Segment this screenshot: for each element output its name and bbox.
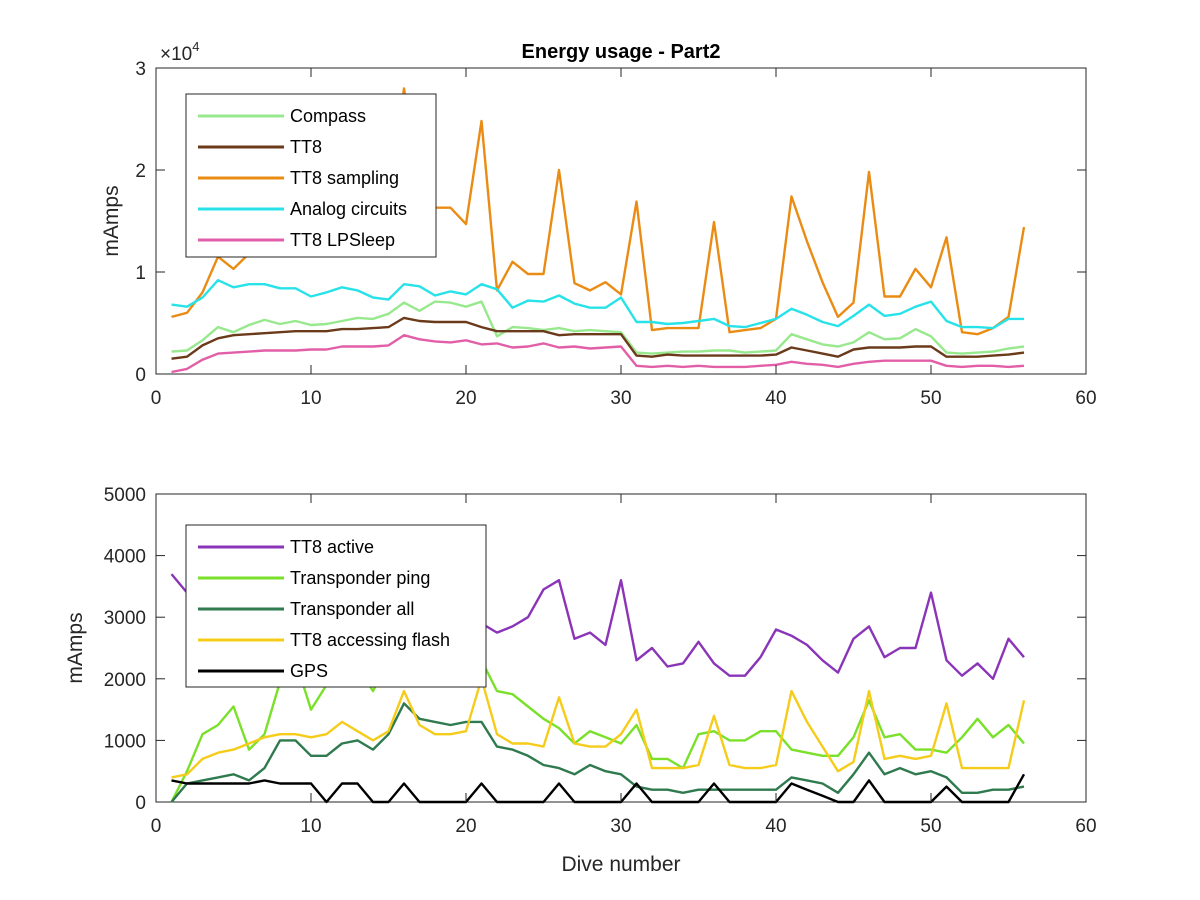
x-tick-label: 20	[455, 388, 476, 409]
y-tick-label: 3	[135, 59, 146, 80]
x-tick-label: 10	[300, 816, 321, 837]
y-tick-label: 2	[135, 161, 146, 182]
x-tick-label: 40	[765, 388, 786, 409]
y-tick-label: 1000	[104, 731, 146, 752]
legend-label-transponder-ping: Transponder ping	[290, 568, 430, 588]
x-tick-label: 30	[610, 816, 631, 837]
legend-items-top: Compass TT8 TT8 sampling Analog circuits TT8…	[198, 106, 407, 250]
x-tick-label: 0	[151, 816, 162, 837]
y-tick-label: 4000	[104, 547, 146, 568]
series-line-tt8-accessing-flash	[171, 677, 1026, 779]
y-exponent-power: 4	[192, 39, 199, 54]
legend-label-tt8-lpsleep: TT8 LPSleep	[290, 230, 395, 250]
series-line-tt8-lpsleep	[171, 334, 1025, 374]
energy-chart-bottom: 0 10 20 30 40 50 60 0 1000 2000 3000 4000 5000 Dive…	[64, 485, 1097, 876]
x-axis-label-bottom: Dive number	[561, 853, 680, 876]
legend-label-tt8-sampling: TT8 sampling	[290, 168, 399, 188]
x-tick-label: 40	[765, 816, 786, 837]
y-exponent-base: ×10	[160, 44, 192, 65]
y-ticks-top: 0 1 2 3	[135, 59, 1086, 386]
x-tick-label: 20	[455, 816, 476, 837]
legend-label-analog-circuits: Analog circuits	[290, 199, 407, 219]
x-tick-label: 10	[300, 388, 321, 409]
y-ticks-bottom: 0 1000 2000 3000 4000 5000	[104, 485, 1086, 814]
x-tick-label: 60	[1075, 816, 1096, 837]
chart-title: Energy usage - Part2	[522, 41, 721, 63]
x-ticks-top: 0 10 20 30 40 50 60	[151, 68, 1097, 409]
x-tick-label: 30	[610, 388, 631, 409]
legend-label-tt8-accessing-flash: TT8 accessing flash	[290, 630, 450, 650]
legend-box-top	[185, 93, 437, 258]
y-tick-label: 0	[135, 793, 146, 814]
legend-items-bottom: TT8 active Transponder ping Transponder al…	[198, 537, 450, 681]
y-tick-label: 5000	[104, 485, 146, 506]
legend-box-bottom	[185, 524, 487, 688]
legend-bottom: TT8 active Transponder ping Transponder al…	[185, 524, 487, 688]
series-line-compass	[171, 300, 1025, 355]
x-tick-label: 50	[920, 388, 941, 409]
x-ticks-bottom: 0 10 20 30 40 50 60	[151, 494, 1097, 837]
x-tick-label: 60	[1075, 388, 1096, 409]
y-axis-label-bottom: mAmps	[64, 612, 87, 683]
legend-label-transponder-all: Transponder all	[290, 599, 414, 619]
x-tick-label: 0	[151, 388, 162, 409]
legend-label-tt8: TT8	[290, 137, 322, 157]
legend-top: Compass TT8 TT8 sampling Analog circuits TT8…	[185, 93, 437, 258]
series-line-tt8	[171, 316, 1025, 360]
series-line-transponder-ping	[170, 653, 1025, 803]
legend-label-gps: GPS	[290, 661, 328, 681]
series-line-transponder-all	[170, 702, 1025, 803]
legend-label-tt8-active: TT8 active	[290, 537, 374, 557]
legend-label-compass: Compass	[290, 106, 366, 126]
series-line-gps	[171, 773, 1026, 804]
y-tick-label: 3000	[104, 608, 146, 629]
y-tick-label: 0	[135, 365, 146, 386]
x-tick-label: 50	[920, 816, 941, 837]
y-tick-label: 1	[135, 263, 146, 284]
y-axis-label-top: mAmps	[100, 185, 123, 256]
y-tick-label: 2000	[104, 670, 146, 691]
y-exponent-label: ×104	[160, 39, 199, 65]
series-line-analog-circuits	[171, 279, 1024, 330]
